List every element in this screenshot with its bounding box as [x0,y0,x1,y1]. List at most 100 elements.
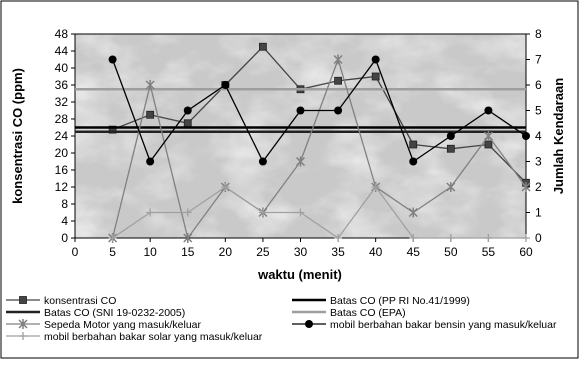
legend-item: konsentrasi CO [6,295,116,307]
series-line [112,185,526,239]
legend-label: Sepeda Motor yang masuk/keluar [44,319,202,331]
data-point [522,234,530,242]
x-tick-label: 35 [331,245,345,259]
data-point [409,140,418,149]
data-point [446,144,455,153]
x-tick-label: 45 [407,245,421,259]
x-tick-label: 0 [72,245,79,259]
data-point [483,131,493,141]
data-point [259,42,267,51]
data-point [183,119,192,128]
data-point [521,182,531,192]
data-point [296,106,305,115]
data-point [409,234,418,242]
legend-item: Batas CO (EPA) [292,307,406,319]
data-point [446,132,455,140]
legend-swatch-marker [19,332,27,340]
y-tick-label: 44 [55,44,69,58]
y-tick-label: 0 [61,231,68,245]
data-point [446,234,455,242]
legend-swatch-marker [305,320,313,328]
y-tick-label: 12 [55,180,69,194]
x-tick-label: 20 [219,245,233,259]
y-tick-label: 20 [55,146,69,160]
series-6 [108,55,530,166]
data-point [334,76,342,85]
data-point [258,208,267,217]
x-axis-title: waktu (menit) [257,267,342,282]
data-point [183,233,193,243]
legend-swatch-marker [19,296,27,304]
y2-tick-label: 5 [535,104,542,118]
y-tick-label: 8 [61,197,68,211]
plot-texture [75,34,526,238]
data-point [146,208,155,217]
x-tick-label: 60 [519,245,533,259]
data-point [484,234,493,242]
legend-item: Sepeda Motor yang masuk/keluar [6,319,202,331]
data-point [146,157,155,166]
legend-label: Batas CO (EPA) [330,307,406,319]
data-point [295,156,306,167]
y-tick-label: 28 [55,112,69,126]
data-point [108,234,117,242]
x-tick-label: 5 [109,245,116,259]
y-tick-label: 32 [55,95,69,109]
x-tick-label: 30 [294,245,308,259]
y-tick-label: 40 [55,61,69,75]
series-line [111,58,527,163]
data-point [371,183,380,191]
data-point [522,132,530,140]
y2-tick-label: 4 [535,129,542,143]
x-tick-label: 55 [482,245,496,259]
y2-tick-label: 0 [535,231,542,245]
data-point [183,208,192,217]
x-tick-label: 25 [256,245,270,259]
y2-tick-label: 6 [535,78,542,92]
legend-item: Batas CO (SNI 19-0232-2005) [6,307,185,319]
y-axis-title: konsentrasi CO (ppm) [10,68,25,204]
data-point [484,140,493,149]
x-tick-label: 10 [143,245,157,259]
legend-label: mobil berbahan bakar solar yang masuk/ke… [44,331,263,343]
y2-axis-title: Jumlah Kendaraan [551,78,566,194]
y-tick-label: 24 [55,129,69,143]
data-point [334,234,343,242]
data-point [108,55,117,64]
data-point [409,157,418,166]
y2-tick-label: 3 [535,155,542,169]
y2-tick-label: 7 [535,53,542,67]
legend-label: Batas CO (SNI 19-0232-2005) [44,307,185,319]
legend-swatch-marker [18,319,28,329]
legend-item: Batas CO (PP RI No.41/1999) [292,295,470,307]
y-tick-label: 16 [55,163,69,177]
data-point [221,81,230,89]
data-point [408,207,418,218]
legend-label: Batas CO (PP RI No.41/1999) [330,295,470,307]
x-tick-label: 15 [181,245,195,259]
data-point [333,54,343,65]
series-7 [108,183,530,242]
data-point [221,183,230,191]
data-point [258,157,267,166]
y2-tick-label: 1 [535,206,542,220]
data-point [371,55,380,64]
x-tick-label: 50 [444,245,458,259]
data-point [183,106,192,115]
data-point [108,125,117,134]
data-point [146,110,155,119]
data-point [484,106,493,115]
legend-item: mobil berbahan bakar bensin yang masuk/k… [292,319,557,331]
data-point [334,106,343,115]
legend-item: mobil berbahan bakar solar yang masuk/ke… [6,331,263,343]
y2-tick-label: 2 [535,180,542,194]
data-point [371,72,380,81]
y-tick-label: 36 [55,78,69,92]
data-point [296,208,305,217]
legend-label: konsentrasi CO [44,295,116,307]
data-point [446,182,456,192]
legend-label: mobil berbahan bakar bensin yang masuk/k… [330,319,557,331]
x-tick-label: 40 [369,245,383,259]
